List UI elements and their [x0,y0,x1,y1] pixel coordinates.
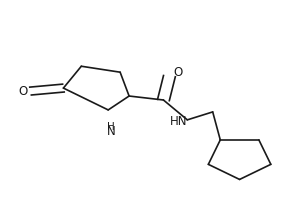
Text: H: H [107,122,115,132]
Text: HN: HN [169,115,187,128]
Text: O: O [19,85,28,98]
Text: O: O [174,66,183,79]
Text: N: N [107,125,116,138]
